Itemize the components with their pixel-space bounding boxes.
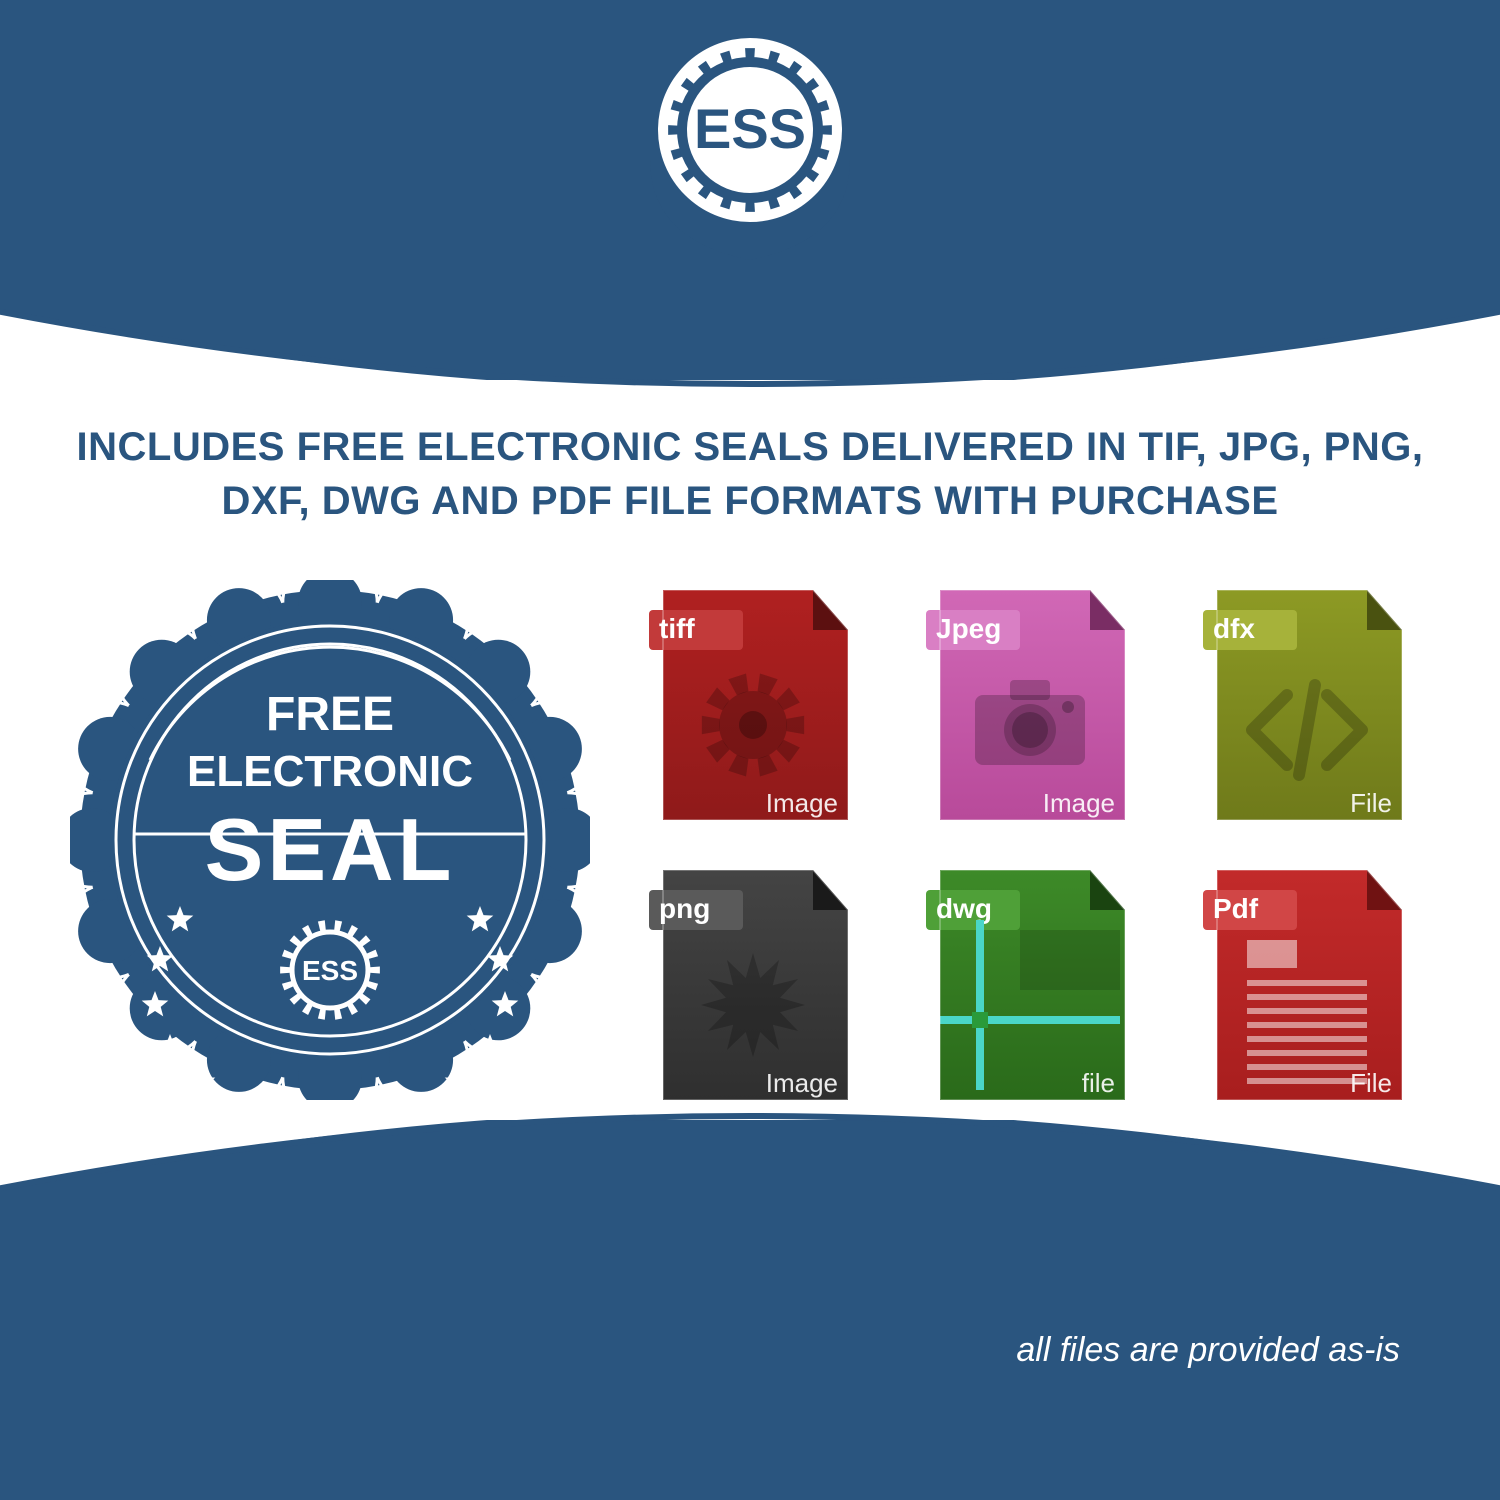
file-icon-pdf: Pdf File <box>1197 860 1417 1110</box>
file-type-label: Image <box>1043 788 1115 818</box>
file-ext-label: Jpeg <box>936 613 1001 644</box>
seal-line1: FREE <box>266 688 394 741</box>
file-icon-jpeg: Jpeg Image <box>920 580 1140 830</box>
headline-text: INCLUDES FREE ELECTRONIC SEALS DELIVERED… <box>60 420 1440 528</box>
footer-note: all files are provided as-is <box>1016 1331 1400 1370</box>
free-electronic-seal-badge: FREE ELECTRONIC SEAL ESS <box>70 580 590 1100</box>
file-icon-tiff: tiff Image <box>643 580 863 830</box>
file-ext-label: Pdf <box>1213 893 1259 924</box>
file-ext-label: dfx <box>1213 613 1255 644</box>
seal-line2: ELECTRONIC <box>187 747 473 796</box>
file-ext-label: tiff <box>659 613 695 644</box>
file-type-label: Image <box>766 788 838 818</box>
file-icon-dwg: dwg file <box>920 860 1140 1110</box>
file-type-label: file <box>1082 1068 1115 1098</box>
seal-line3: SEAL <box>205 800 456 899</box>
ess-logo: ESS <box>620 10 880 270</box>
file-ext-label: png <box>659 893 710 924</box>
logo-text: ESS <box>694 97 806 160</box>
file-format-grid: tiff Image <box>590 580 1430 1100</box>
content-row: FREE ELECTRONIC SEAL ESS <box>70 560 1430 1120</box>
file-icon-png: png Image <box>643 860 863 1110</box>
seal-gear-text: ESS <box>302 955 358 986</box>
file-type-label: Image <box>766 1068 838 1098</box>
file-icon-dfx: dfx File <box>1197 580 1417 830</box>
file-type-label: File <box>1350 788 1392 818</box>
file-type-label: File <box>1350 1068 1392 1098</box>
file-ext-label: dwg <box>936 893 992 924</box>
